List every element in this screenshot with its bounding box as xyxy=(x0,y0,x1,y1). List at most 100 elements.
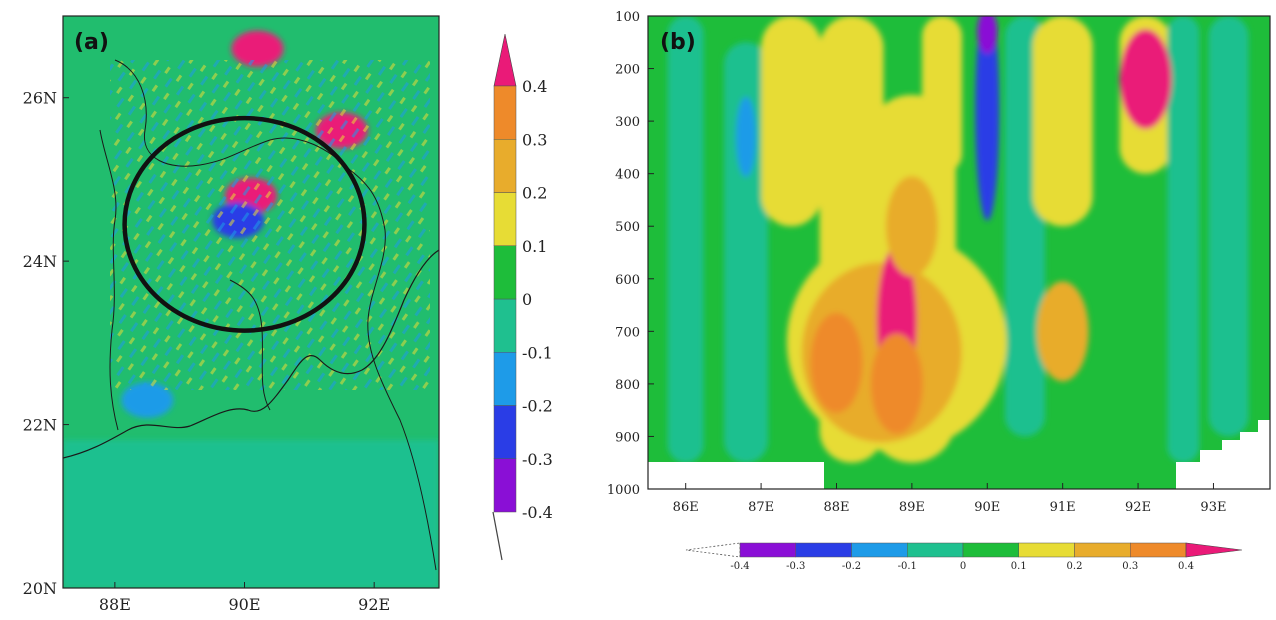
colorbar-label: -0.3 xyxy=(786,561,805,572)
colorbar-bin xyxy=(493,245,517,300)
colorbar-bin xyxy=(739,542,796,558)
field-region xyxy=(810,312,863,413)
colorbar-b: -0.4 -0.3 -0.2 -0.1 0 0.1 0.2 0.3 0.4 xyxy=(685,542,1243,572)
colorbar-label: -0.1 xyxy=(522,343,553,362)
panel-a-frame xyxy=(62,15,440,589)
y-tick-label: 22N xyxy=(23,416,57,435)
border-line xyxy=(114,59,437,571)
x-tick-label: 91E xyxy=(1050,500,1076,515)
panel-a-streak-texture xyxy=(110,60,430,390)
colorbar-a-under-tail xyxy=(492,511,503,561)
field-column xyxy=(667,16,704,463)
colorbar-bin xyxy=(493,192,517,246)
panel-b-x-axis: 86E 87E 88E 89E 90E 91E 92E 93E xyxy=(673,483,1226,515)
panel-a: (a) 88E 90E 92E 20N 22N 24N 26N xyxy=(23,15,440,614)
x-tick-label: 87E xyxy=(748,500,774,515)
y-tick-label: 24N xyxy=(23,252,57,271)
field-column xyxy=(1208,16,1249,437)
terrain-mask xyxy=(648,462,824,489)
colorbar-bin xyxy=(962,542,1019,558)
x-tick-label: 92E xyxy=(1125,500,1151,515)
colorbar-b-over-triangle xyxy=(1185,542,1243,558)
colorbar-bin xyxy=(493,85,517,140)
y-tick-label: 400 xyxy=(615,168,640,183)
colorbar-bin xyxy=(1130,542,1187,558)
field-region xyxy=(1036,281,1089,382)
field-column xyxy=(1032,16,1093,227)
colorbar-label: -0.2 xyxy=(842,561,861,572)
border-line xyxy=(99,129,119,431)
colorbar-label: -0.3 xyxy=(522,450,553,469)
x-tick-label: 93E xyxy=(1200,500,1226,515)
panel-b-y-axis: 100 200 300 400 500 600 700 800 900 1000 xyxy=(607,10,654,498)
panel-b: (b) 86E 87E 88E 89E 90E 91E 92E 93E 100 200 300 40… xyxy=(607,10,1271,515)
colorbar-label: 0.2 xyxy=(522,184,547,203)
field-region xyxy=(124,492,365,553)
field-region xyxy=(885,176,938,277)
colorbar-bin xyxy=(493,405,517,459)
colorbar-b-labels: -0.4 -0.3 -0.2 -0.1 0 0.1 0.2 0.3 0.4 xyxy=(730,561,1194,572)
x-tick-label: 88E xyxy=(823,500,849,515)
x-tick-label: 89E xyxy=(899,500,925,515)
colorbar-bin xyxy=(493,458,517,513)
field-region xyxy=(977,16,998,54)
colorbar-b-under-triangle xyxy=(685,542,741,558)
field-column xyxy=(724,42,769,463)
field-region xyxy=(231,30,284,67)
colorbar-label: -0.4 xyxy=(522,503,553,522)
field-region xyxy=(121,382,174,419)
colorbar-label: 0 xyxy=(522,290,532,309)
colorbar-bin xyxy=(907,542,964,558)
x-tick-label: 92E xyxy=(358,595,390,614)
y-tick-label: 600 xyxy=(615,273,640,288)
field-column xyxy=(1167,16,1200,463)
colorbar-bin xyxy=(493,139,517,193)
colorbar-label: 0.4 xyxy=(1178,561,1194,572)
colorbar-label: 0.1 xyxy=(522,237,547,256)
x-tick-label: 86E xyxy=(673,500,699,515)
y-tick-label: 1000 xyxy=(607,483,640,498)
colorbar-label: 0.1 xyxy=(1011,561,1027,572)
colorbar-label: 0.4 xyxy=(522,77,547,96)
field-region xyxy=(870,333,923,434)
colorbar-label: 0.2 xyxy=(1067,561,1083,572)
field-region xyxy=(1119,29,1172,130)
colorbar-a-bins xyxy=(493,85,517,513)
colorbar-label: 0.3 xyxy=(1122,561,1138,572)
y-tick-label: 300 xyxy=(615,115,640,130)
y-tick-label: 20N xyxy=(23,579,57,598)
x-tick-label: 90E xyxy=(974,500,1000,515)
y-tick-label: 500 xyxy=(615,220,640,235)
y-tick-label: 100 xyxy=(615,10,640,25)
panel-b-field xyxy=(667,16,1249,463)
field-region xyxy=(736,96,757,177)
colorbar-bin xyxy=(493,298,517,353)
colorbar-label: -0.2 xyxy=(522,397,553,416)
colorbar-a-labels: -0.4 -0.3 -0.2 -0.1 0 0.1 0.2 0.3 0.4 xyxy=(522,77,553,522)
colorbar-bin xyxy=(1074,542,1131,558)
y-tick-label: 26N xyxy=(23,89,57,108)
coastline xyxy=(63,249,439,459)
colorbar-a: -0.4 -0.3 -0.2 -0.1 0 0.1 0.2 0.3 0.4 xyxy=(492,33,553,561)
field-column xyxy=(761,16,822,227)
highlight-ellipse xyxy=(122,115,367,333)
colorbar-bin xyxy=(851,542,908,558)
colorbar-label: 0 xyxy=(960,561,966,572)
panel-b-label: (b) xyxy=(660,30,696,55)
panel-a-y-axis: 20N 22N 24N 26N xyxy=(23,89,69,598)
y-tick-label: 800 xyxy=(615,378,640,393)
colorbar-b-bins xyxy=(739,542,1187,558)
y-tick-label: 900 xyxy=(615,430,640,445)
field-column xyxy=(922,16,963,174)
y-tick-label: 700 xyxy=(615,325,640,340)
y-tick-label: 200 xyxy=(615,63,640,78)
x-tick-label: 90E xyxy=(228,595,260,614)
colorbar-bin xyxy=(795,542,852,558)
colorbar-label: -0.1 xyxy=(898,561,917,572)
panel-a-field xyxy=(63,30,439,588)
field-region xyxy=(975,16,1000,221)
colorbar-label: 0.3 xyxy=(522,130,547,149)
terrain-mask xyxy=(1176,420,1270,489)
x-tick-label: 88E xyxy=(99,595,131,614)
